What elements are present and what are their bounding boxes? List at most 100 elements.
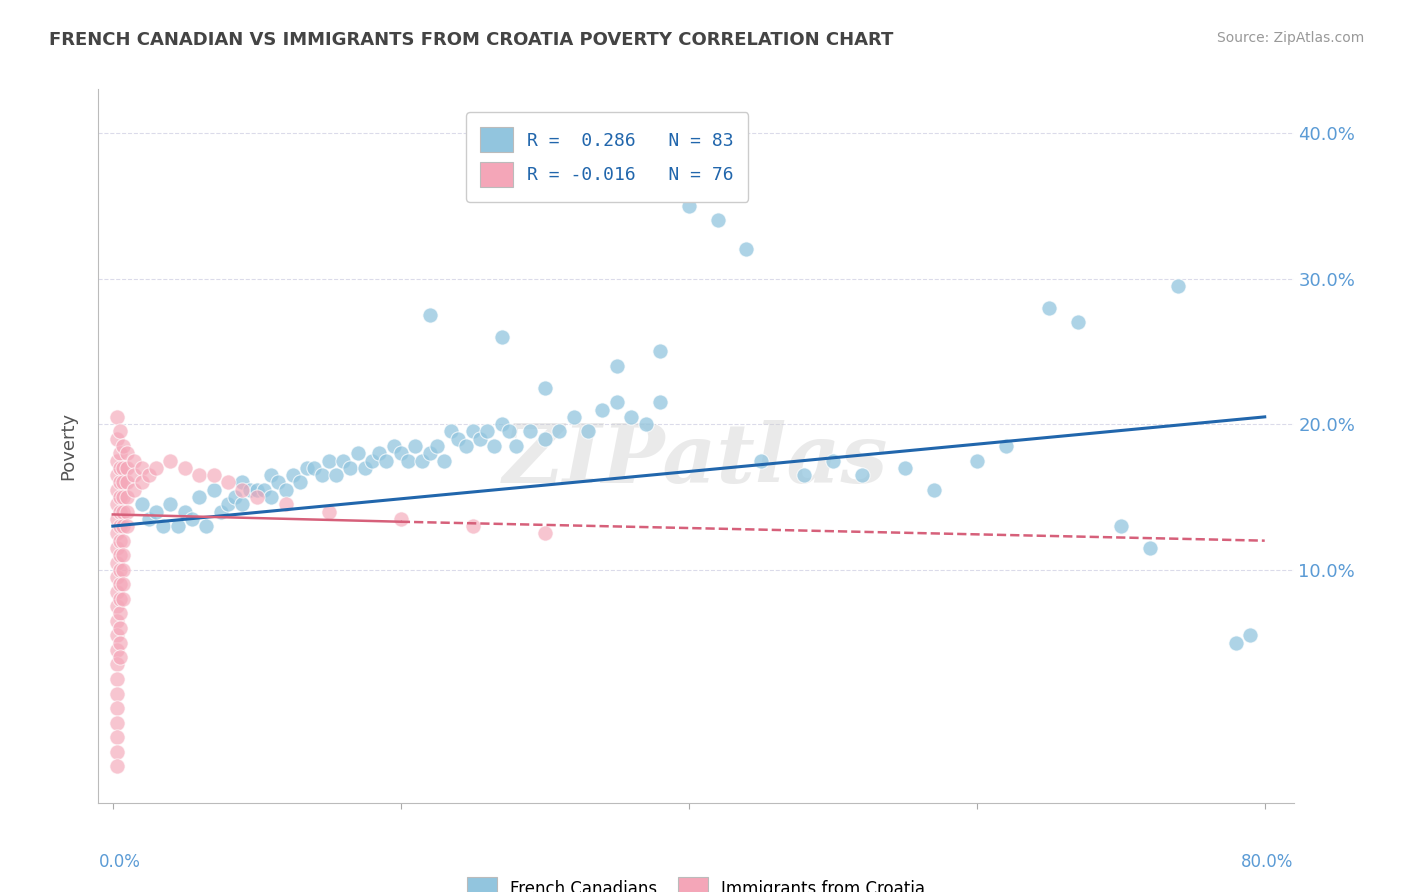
Point (108, 621, 131, 635)
Point (318, 504, 340, 518)
Point (491, 330, 513, 344)
Point (105, 570, 128, 584)
Point (111, 591, 134, 606)
Point (108, 446, 131, 460)
Point (468, 432, 491, 446)
Point (440, 425, 463, 439)
Point (108, 591, 131, 606)
Point (105, 483, 128, 497)
Point (131, 460, 153, 475)
Point (267, 475, 290, 490)
Point (105, 497, 128, 511)
Point (288, 475, 311, 490)
Point (111, 533, 134, 548)
Point (105, 599, 128, 614)
Point (576, 425, 599, 439)
Point (231, 475, 253, 490)
Point (477, 425, 499, 439)
Point (404, 439, 426, 453)
Point (821, 453, 844, 467)
Text: ZIPatlas: ZIPatlas (503, 420, 889, 500)
Point (505, 439, 527, 453)
Point (217, 475, 239, 490)
Point (498, 425, 520, 439)
Point (115, 490, 138, 504)
Point (209, 504, 232, 518)
Point (115, 519, 138, 533)
Point (124, 453, 146, 467)
Point (105, 409, 128, 424)
Point (419, 446, 441, 460)
Point (115, 446, 138, 460)
Point (124, 483, 146, 497)
Point (224, 490, 246, 504)
Point (115, 475, 138, 490)
Point (295, 460, 318, 475)
Point (491, 417, 513, 432)
Text: Source: ZipAtlas.com: Source: ZipAtlas.com (1216, 31, 1364, 45)
Point (1139, 541, 1161, 555)
Point (239, 483, 262, 497)
Point (533, 381, 555, 395)
Point (145, 460, 167, 475)
Point (519, 425, 541, 439)
Point (108, 425, 131, 439)
Point (108, 490, 131, 504)
Point (246, 490, 269, 504)
Point (105, 657, 128, 672)
Point (108, 460, 131, 475)
Point (188, 468, 211, 483)
Point (260, 490, 283, 504)
Point (231, 497, 253, 511)
Point (318, 453, 340, 467)
Point (253, 483, 276, 497)
Point (105, 745, 128, 759)
Point (606, 359, 628, 373)
Point (648, 344, 671, 359)
Point (173, 460, 195, 475)
Point (648, 395, 671, 409)
Point (105, 541, 128, 555)
Point (115, 460, 138, 475)
Point (105, 759, 128, 773)
Point (105, 526, 128, 541)
Point (368, 446, 391, 460)
Point (1109, 519, 1132, 533)
Point (461, 425, 484, 439)
Point (396, 453, 419, 467)
Point (562, 409, 585, 424)
Y-axis label: Poverty: Poverty (59, 412, 77, 480)
Point (105, 432, 128, 446)
Point (111, 504, 134, 518)
Point (966, 453, 988, 467)
Point (131, 475, 153, 490)
Point (1038, 301, 1060, 315)
Point (105, 468, 128, 483)
Point (111, 460, 134, 475)
Point (105, 643, 128, 657)
Point (606, 395, 628, 409)
Point (188, 490, 211, 504)
Point (105, 715, 128, 730)
Point (105, 687, 128, 701)
Point (105, 556, 128, 570)
Point (159, 453, 181, 467)
Point (281, 468, 304, 483)
Point (105, 512, 128, 526)
Point (311, 468, 333, 483)
Text: 80.0%: 80.0% (1241, 853, 1294, 871)
Point (108, 635, 131, 649)
Point (678, 199, 700, 213)
Point (108, 563, 131, 577)
Point (389, 446, 412, 460)
Point (108, 548, 131, 562)
Point (115, 504, 138, 518)
Point (108, 577, 131, 591)
Text: FRENCH CANADIAN VS IMMIGRANTS FROM CROATIA POVERTY CORRELATION CHART: FRENCH CANADIAN VS IMMIGRANTS FROM CROAT… (49, 31, 894, 49)
Point (994, 439, 1017, 453)
Point (105, 453, 128, 467)
Point (1066, 315, 1088, 329)
Point (111, 563, 134, 577)
Point (353, 460, 375, 475)
Point (634, 417, 657, 432)
